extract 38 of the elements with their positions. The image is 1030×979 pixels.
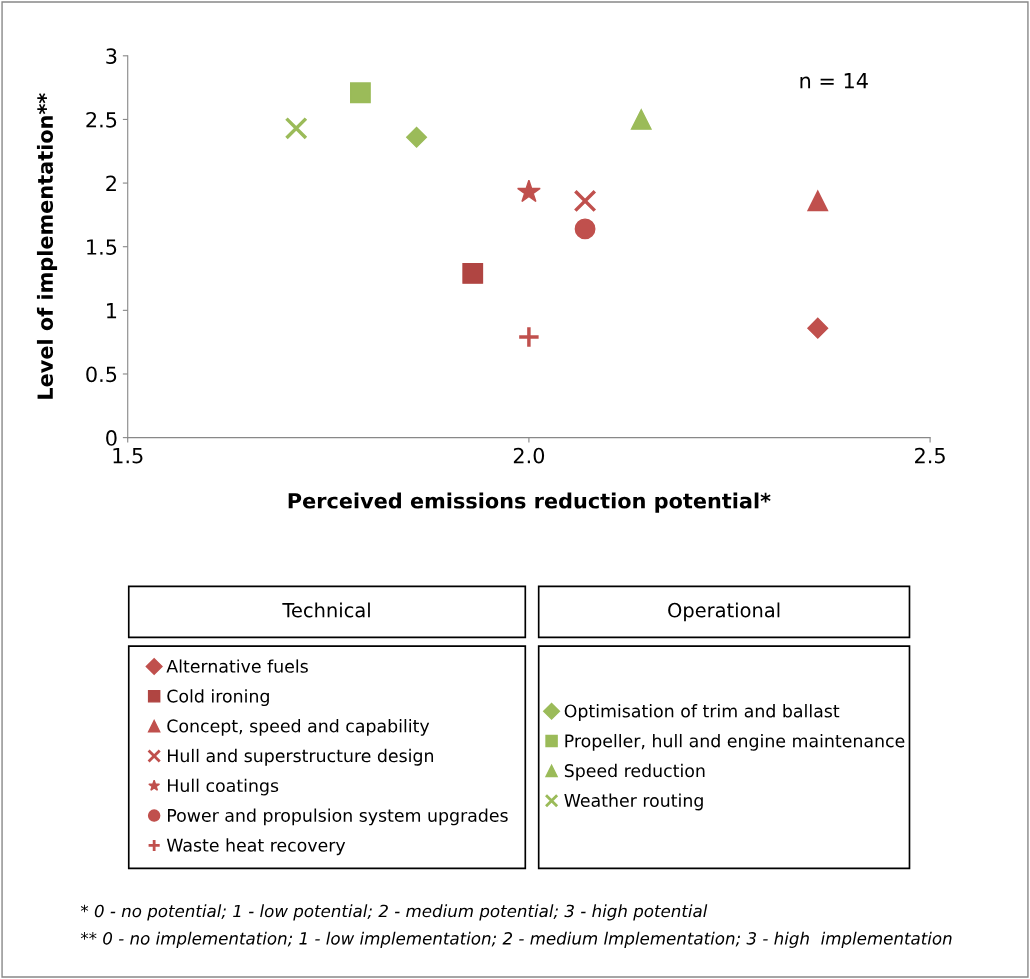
point	[406, 126, 428, 148]
point	[462, 263, 484, 284]
point	[807, 190, 829, 212]
point	[349, 82, 371, 104]
legend-label: Propeller, hull and engine maintenance	[565, 733, 905, 751]
point	[574, 218, 596, 240]
legend-label: Alternative fuels	[166, 659, 308, 673]
legend-label: Weather routing	[564, 793, 703, 811]
annotation: n = 14	[800, 73, 868, 89]
legend-label: Power and propulsion system upgrades	[168, 808, 508, 826]
text: Operational	[668, 602, 780, 622]
y-tick-label: 3	[106, 48, 117, 65]
point	[517, 325, 541, 349]
text: * 0 - no potential; 1 - low potential; 2 - medium potential; 3 - high potential	[80, 904, 708, 921]
y-tick-label: 1	[107, 303, 117, 319]
legend-label: Cold ironing	[167, 689, 269, 707]
point	[516, 179, 541, 203]
y-tick-label: 0	[106, 430, 117, 446]
point	[630, 109, 652, 130]
legend-label: Hull and superstructure design	[168, 748, 434, 766]
point	[807, 317, 829, 339]
text: ** 0 - no implementation; 1 - low implementation; 2 - medium lmplementation; 3 - high implementation	[80, 931, 952, 948]
y-axis-title: Level of implementation**	[36, 93, 58, 399]
legend-label: Optimisation of trim and ballast	[564, 704, 840, 721]
x-tick-label: 2.0	[513, 447, 545, 464]
y-tick-label: 0.5	[86, 366, 117, 383]
y-tick-label: 2.5	[86, 111, 117, 128]
y-tick-label: 2	[106, 175, 116, 191]
point	[573, 189, 597, 213]
x-tick-label: 2.5	[915, 447, 945, 464]
x-axis-title: Perceived emissions reduction potential*	[288, 492, 771, 513]
point	[284, 116, 308, 140]
text: Technical	[282, 602, 370, 618]
legend-label: Hull coatings	[168, 778, 279, 796]
legend-label: Waste heat recovery	[166, 838, 346, 856]
legend-label: Speed reduction	[564, 763, 705, 781]
legend-label: Concept, speed and capability	[167, 719, 430, 736]
y-tick-label: 1.5	[87, 239, 117, 255]
